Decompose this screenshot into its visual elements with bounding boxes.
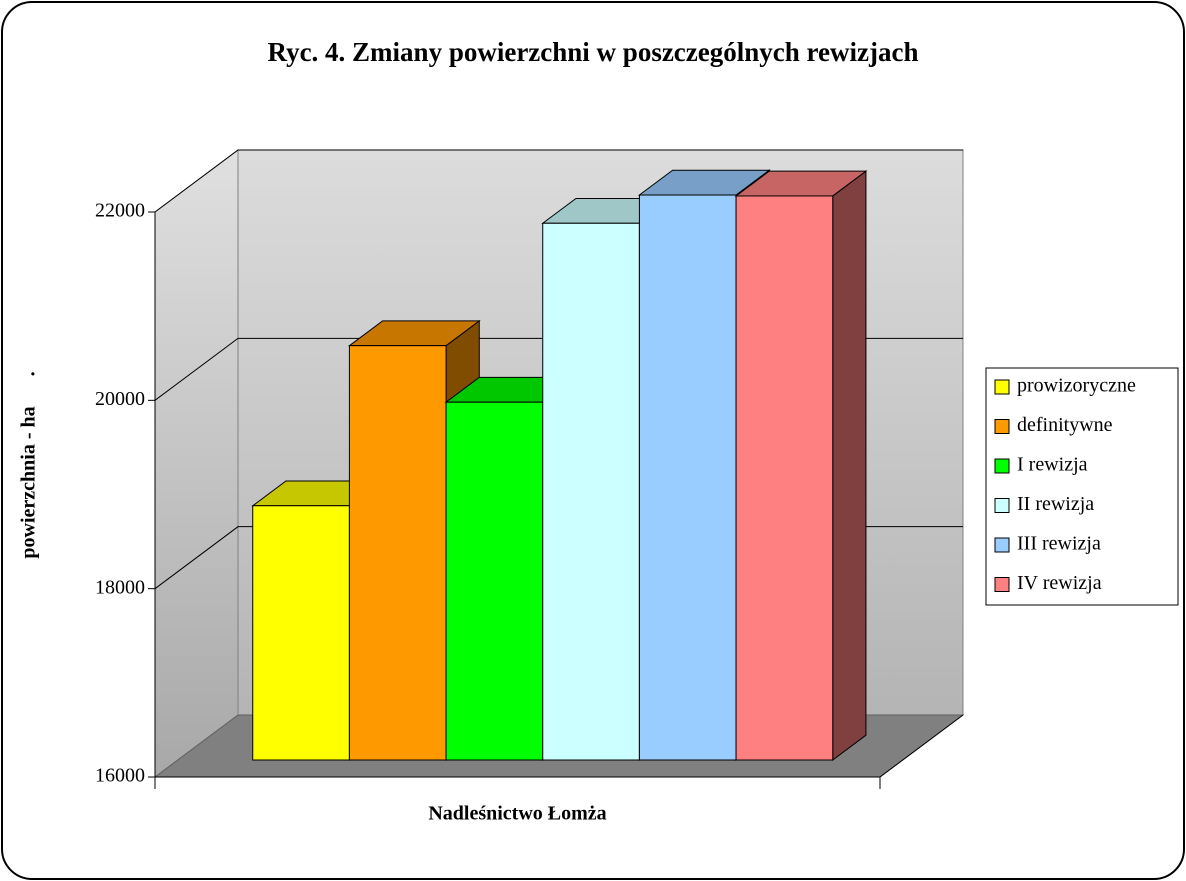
side-wall: [154, 149, 239, 778]
bar-side: [832, 170, 867, 762]
legend: [985, 367, 1179, 606]
bar: [638, 194, 737, 761]
legend-label: I rewizja: [1017, 454, 1088, 476]
legend-swatch: [994, 537, 1010, 553]
y-tick-label: 18000: [95, 576, 145, 598]
bar: [735, 195, 834, 761]
x-tick-label: Nadleśnictwo Łomża: [428, 803, 606, 825]
y-tick-label: 20000: [95, 388, 145, 410]
bar: [445, 401, 544, 761]
legend-swatch: [994, 498, 1010, 513]
legend-label: prowizoryczne: [1017, 375, 1136, 397]
legend-swatch: [994, 458, 1010, 474]
legend-swatch: [994, 379, 1010, 395]
y-axis-label: powierzchnia - ha .: [18, 371, 40, 558]
y-tick-label: 16000: [95, 765, 145, 787]
legend-label: II rewizja: [1017, 493, 1094, 515]
bar: [348, 345, 447, 761]
bar: [542, 222, 640, 761]
legend-swatch: [994, 577, 1010, 592]
legend-label: III rewizja: [1017, 533, 1101, 555]
bar: [252, 505, 350, 761]
legend-swatch: [994, 419, 1010, 434]
chart-title: Ryc. 4. Zmiany powierzchni w poszczególn…: [268, 37, 919, 67]
y-tick-label: 22000: [95, 200, 145, 222]
legend-label: definitywne: [1017, 414, 1113, 436]
x-axis-edge: [879, 714, 964, 778]
legend-label: IV rewizja: [1017, 572, 1102, 594]
grid-line: [154, 149, 963, 213]
